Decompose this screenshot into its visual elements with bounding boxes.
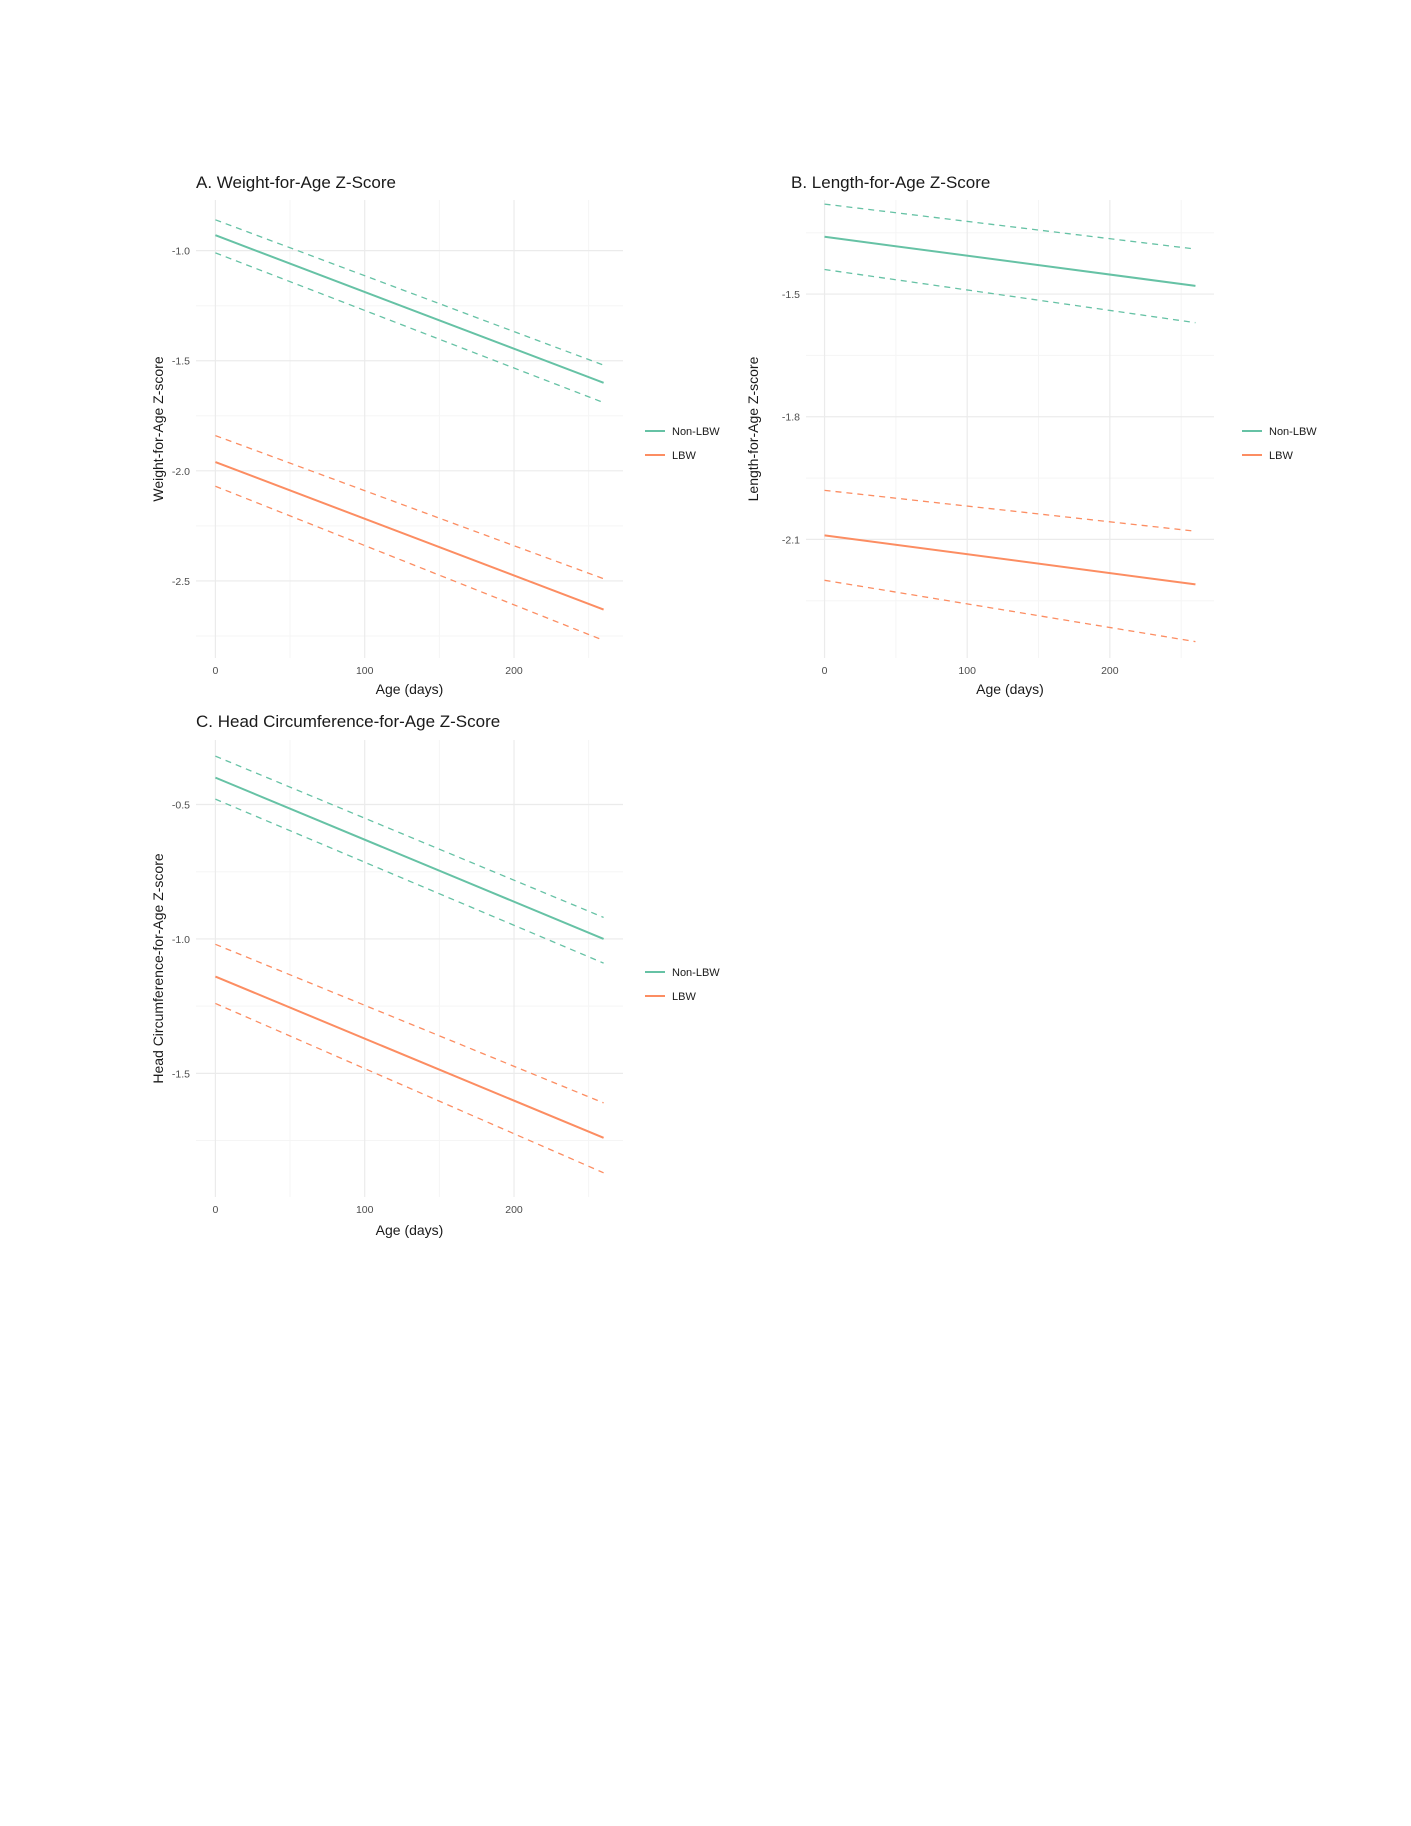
series-line-non-lbw-dashed [215,252,604,404]
panel-length-for-age: 0 100 200 -1.5 -1.8 -2.1 B. Length-for-Age Z-S… [745,173,1317,697]
panel-title: A. Weight-for-Age Z-Score [196,173,396,192]
x-tick-label: 0 [822,665,828,677]
series-line-lbw-solid [824,534,1196,586]
series-line-lbw-dashed [215,485,604,641]
series-line-non-lbw-solid [824,235,1196,287]
series-line-lbw-dashed [215,1002,604,1174]
legend-label-non-lbw: Non-LBW [672,967,720,979]
y-tick-label: -1.0 [172,934,190,946]
x-tick-label: 100 [958,665,976,677]
series-line-non-lbw-solid [215,234,604,384]
legend-label-lbw: LBW [1269,450,1293,462]
series-line-lbw-dashed [824,489,1196,532]
x-tick-label: 100 [356,1204,374,1216]
series-line-non-lbw-dashed [824,203,1196,250]
x-tick-label: 200 [1101,665,1119,677]
panel-head-circumference-for-age: 0 100 200 -0.5 -1.0 -1.5 C. Head Circumference… [150,712,720,1238]
y-axis-label: Weight-for-Age Z-score [150,356,166,501]
series-line-lbw-dashed [215,434,604,580]
y-tick-label: -1.0 [172,246,190,258]
x-axis-label: Age (days) [376,681,444,697]
x-tick-label: 100 [356,665,374,677]
y-axis-label: Length-for-Age Z-score [745,356,761,501]
series-line-lbw-dashed [824,579,1196,643]
legend-label-non-lbw: Non-LBW [672,426,720,438]
panel-weight-for-age: 0 100 200 -1.0 -1.5 -2.0 -2.5 A. Weight-for-Age… [150,173,720,697]
panel-title: B. Length-for-Age Z-Score [791,173,990,192]
panel-title: C. Head Circumference-for-Age Z-Score [196,712,500,731]
y-tick-label: -2.5 [172,576,190,588]
series-line-lbw-solid [215,461,604,611]
x-tick-label: 0 [212,665,218,677]
series-line-lbw-solid [215,975,604,1139]
series-line-lbw-dashed [215,943,604,1104]
series-line-non-lbw-dashed [215,798,604,964]
legend-label-lbw: LBW [672,991,696,1003]
y-tick-label: -1.5 [172,356,190,368]
y-tick-label: -1.5 [172,1068,190,1080]
y-tick-label: -0.5 [172,800,190,812]
series-line-non-lbw-solid [215,776,604,940]
legend-label-lbw: LBW [672,450,696,462]
series-line-non-lbw-dashed [215,755,604,919]
y-axis-label: Head Circumference-for-Age Z-score [150,853,166,1084]
series-line-non-lbw-dashed [824,268,1196,324]
x-axis-label: Age (days) [976,681,1044,697]
y-tick-label: -1.8 [782,412,800,424]
x-tick-label: 200 [505,1204,523,1216]
y-tick-label: -1.5 [782,289,800,301]
x-tick-label: 200 [505,665,523,677]
series-line-non-lbw-dashed [215,219,604,366]
x-tick-label: 0 [212,1204,218,1216]
x-axis-label: Age (days) [376,1222,444,1238]
y-tick-label: -2.1 [782,534,800,546]
legend-label-non-lbw: Non-LBW [1269,426,1317,438]
y-tick-label: -2.0 [172,466,190,478]
